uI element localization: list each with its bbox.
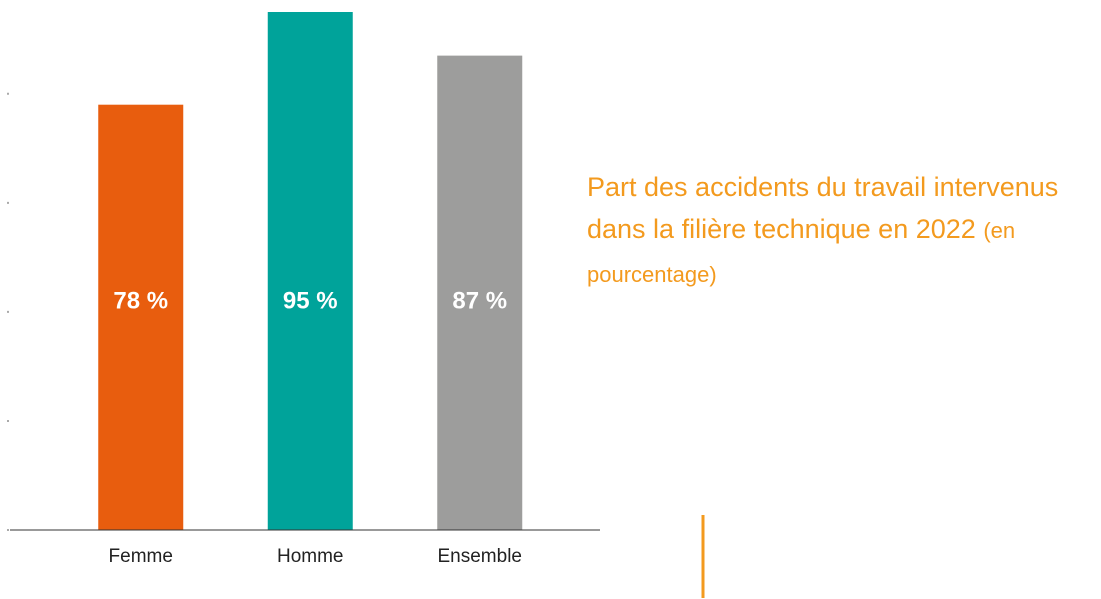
chart-title: Part des accidents du travail intervenus… bbox=[587, 172, 1059, 244]
x-tick-label: Femme bbox=[109, 546, 173, 567]
chart-subtitle: (en pourcentage) bbox=[587, 218, 1016, 287]
bar bbox=[437, 55, 523, 530]
x-tick-label: Ensemble bbox=[438, 546, 523, 567]
x-tick-label: Homme bbox=[277, 546, 344, 567]
bar bbox=[98, 104, 184, 531]
data-label: 78 % bbox=[113, 287, 168, 314]
data-label: 95 % bbox=[283, 287, 338, 314]
bar bbox=[267, 12, 353, 530]
data-label: 87 % bbox=[452, 287, 507, 314]
title-block: Part des accidents du travail intervenus… bbox=[587, 166, 1087, 296]
